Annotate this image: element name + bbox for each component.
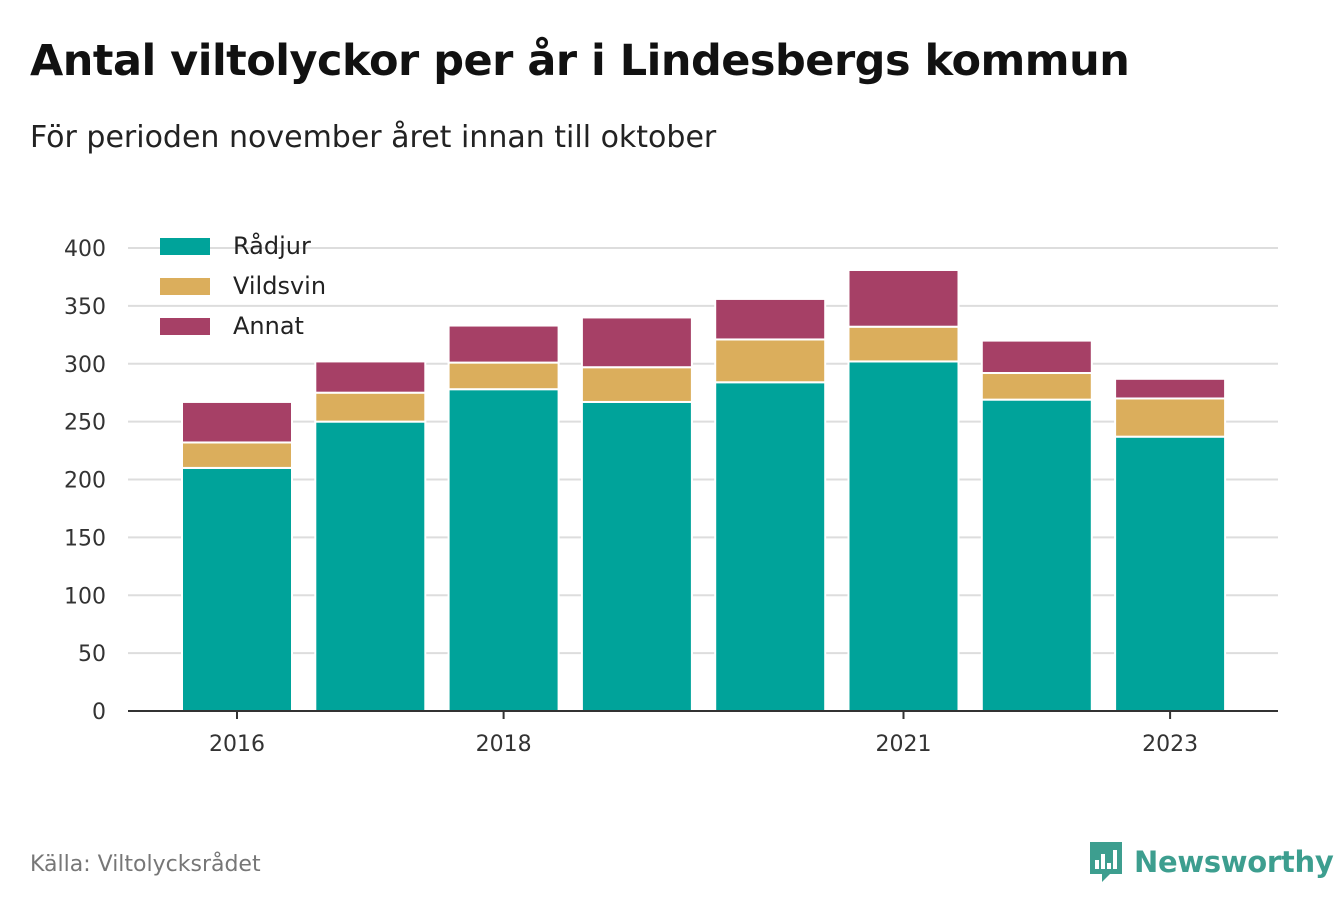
y-tick-label-300: 300 (64, 353, 106, 378)
bar-Rådjur-2019 (580, 400, 693, 712)
bar-Vildsvin-2019 (580, 366, 693, 403)
y-tick-label-400: 400 (64, 237, 106, 262)
bar-Rådjur-2021 (847, 360, 960, 712)
y-tick-label-250: 250 (64, 411, 106, 436)
bar-Vildsvin-2018 (447, 361, 560, 391)
newsworthy-logo-icon (1090, 842, 1122, 882)
bar-Rådjur-2020 (714, 381, 827, 712)
bar-Rådjur-2018 (447, 388, 560, 712)
legend-swatch-Vildsvin (160, 278, 210, 295)
bar-Annat-2018 (447, 324, 560, 364)
bar-Vildsvin-2017 (314, 391, 427, 423)
x-tick-label-2016: 2016 (209, 732, 265, 757)
bar-Rådjur-2016 (181, 466, 293, 712)
bar-Rådjur-2023 (1114, 435, 1227, 712)
y-tick-label-0: 0 (92, 700, 106, 725)
brand-name: Newsworthy (1134, 845, 1334, 879)
y-tick-label-200: 200 (64, 469, 106, 494)
legend-label-Rådjur: Rådjur (233, 231, 311, 260)
x-tick-label-2021: 2021 (876, 732, 932, 757)
y-tick-label-100: 100 (64, 584, 106, 609)
legend: Rådjur Vildsvin Annat (160, 231, 326, 340)
legend-swatch-Annat (160, 318, 210, 335)
x-tick-label-2018: 2018 (476, 732, 532, 757)
legend-label-Vildsvin: Vildsvin (233, 272, 326, 300)
chart-subtitle: För perioden november året innan till ok… (30, 120, 717, 155)
chart-title: Antal viltolyckor per år i Lindesbergs k… (30, 36, 1130, 86)
y-tick-label-150: 150 (64, 526, 106, 551)
bar-Rådjur-2017 (314, 420, 427, 712)
bar-Vildsvin-2022 (980, 372, 1093, 401)
legend-label-Annat: Annat (233, 312, 304, 340)
bar-Annat-2019 (580, 316, 693, 369)
bar-Annat-2023 (1114, 377, 1227, 400)
grid-lines (128, 247, 1278, 655)
y-tick-label-350: 350 (64, 295, 106, 320)
bar-Annat-2021 (847, 268, 960, 328)
bars (181, 268, 1227, 712)
bar-Rådjur-2022 (980, 398, 1093, 712)
x-tick-label-2023: 2023 (1142, 732, 1198, 757)
bar-Vildsvin-2021 (847, 325, 960, 363)
bar-Vildsvin-2023 (1114, 397, 1227, 438)
bar-Annat-2017 (314, 360, 427, 394)
bar-Vildsvin-2020 (714, 338, 827, 384)
axes: 0 50 100 150 200 250 300 350 400 2016 2018 2021 2023 (64, 237, 1278, 757)
source-note: Källa: Viltolycksrådet (30, 852, 261, 877)
bar-Annat-2016 (181, 400, 293, 444)
legend-swatch-Rådjur (160, 238, 210, 255)
y-tick-label-50: 50 (78, 642, 106, 667)
bar-Annat-2020 (714, 297, 827, 341)
brand[interactable]: Newsworthy (1088, 840, 1334, 884)
bar-Annat-2022 (980, 339, 1093, 375)
bar-Vildsvin-2016 (181, 441, 293, 469)
